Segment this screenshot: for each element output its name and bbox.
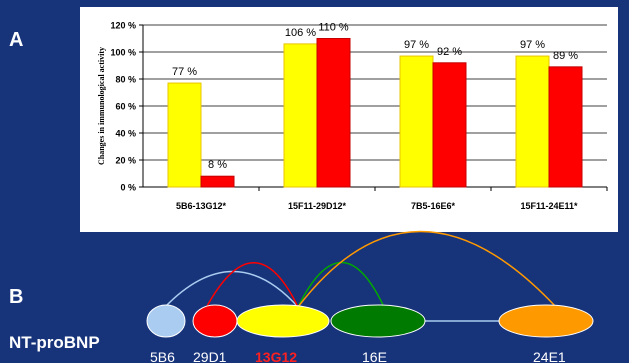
category-label: 15F11-24E11* (520, 201, 578, 211)
bar (548, 66, 583, 188)
category-label: 15F11-29D12* (288, 201, 347, 211)
arc-29d1-13g12 (205, 262, 299, 309)
bar-chart-panel: 0 % 20 % 40 % 60 % 80 % 100 % 120 % Changes in … (80, 7, 618, 232)
data-label: 8 % (208, 159, 227, 171)
segment-29d1 (192, 304, 238, 338)
y-tick-label: 40 % (115, 129, 136, 139)
protein-label: NT-proBNP (9, 333, 100, 352)
category-label: 7B5-16E6* (411, 201, 456, 211)
y-tick-label: 100 % (110, 48, 136, 58)
bar (515, 55, 550, 188)
segment-16e (330, 304, 426, 338)
category-label: 5B6-13G12* (176, 201, 227, 211)
segment-label-5b6: 5B6 (150, 349, 175, 363)
arc-5b6-13g12 (164, 270, 299, 308)
arc-13g12-24e1 (297, 230, 557, 308)
y-tick-label: 0 % (120, 183, 136, 193)
bar (200, 175, 235, 188)
panel-label-b: B (9, 286, 24, 308)
bar (399, 55, 434, 188)
y-tick-label: 60 % (115, 102, 136, 112)
segment-label-24e1: 24E1 (533, 349, 566, 363)
data-label: 106 % (285, 27, 316, 39)
bar (432, 62, 467, 188)
segment-label-29d1: 29D1 (193, 349, 227, 363)
y-tick-label: 20 % (115, 156, 136, 166)
bar (316, 38, 351, 188)
segment-5b6 (146, 304, 186, 338)
segment-label-13g12: 13G12 (255, 349, 297, 363)
data-label: 97 % (404, 39, 429, 51)
segment-24e1 (498, 304, 594, 338)
segment-label-16e: 16E (362, 349, 387, 363)
data-label: 110 % (318, 22, 349, 34)
y-tick-label: 120 % (110, 21, 136, 31)
segment-13g12 (236, 304, 330, 338)
data-label: 92 % (437, 46, 462, 58)
bar (167, 82, 202, 188)
data-label: 77 % (172, 66, 197, 78)
bar-chart: 0 % 20 % 40 % 60 % 80 % 100 % 120 % Changes in … (97, 21, 608, 211)
y-tick-label: 80 % (115, 75, 136, 85)
arc-13g12-16e (297, 262, 385, 308)
y-axis-title: Changes in immunological activity (97, 47, 106, 165)
data-label: 89 % (553, 50, 578, 62)
bar (283, 43, 318, 188)
data-label: 97 % (520, 39, 545, 51)
panel-label-a: A (9, 29, 24, 51)
